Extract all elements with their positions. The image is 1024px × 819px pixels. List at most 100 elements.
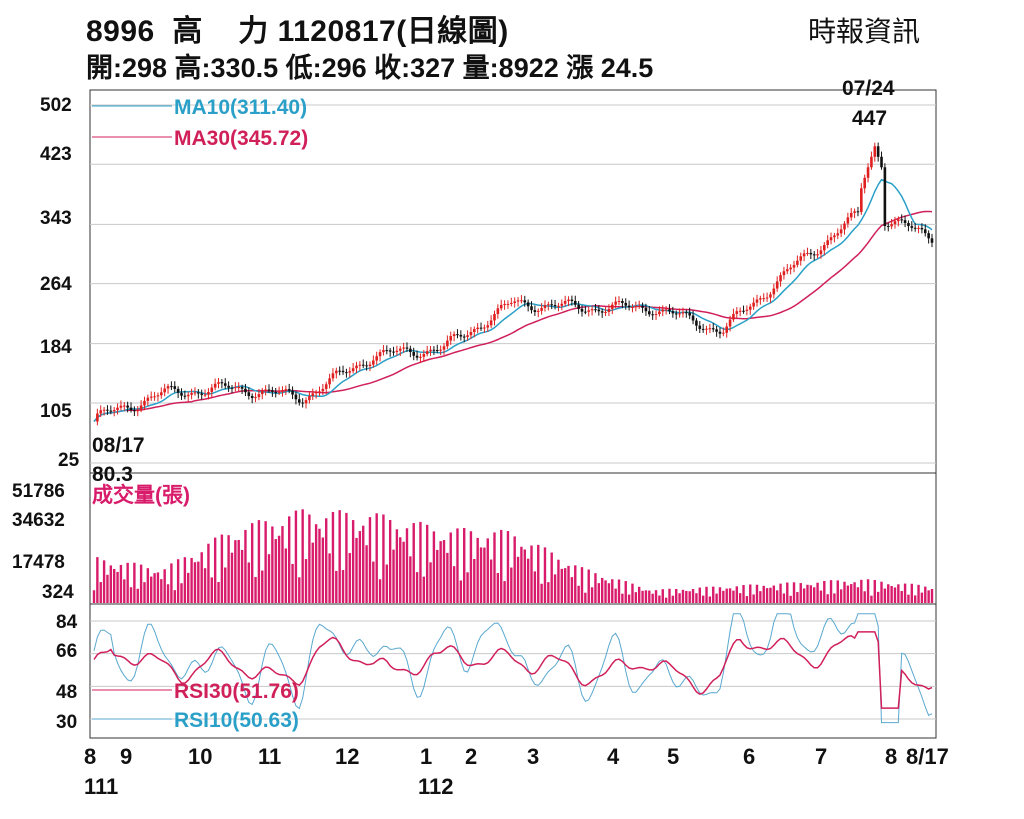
candle-body: [789, 267, 792, 270]
volume-bar: [516, 556, 520, 603]
volume-bar: [607, 583, 611, 603]
volume-bar: [924, 586, 927, 603]
volume-bar: [580, 567, 584, 603]
candle-body: [917, 227, 920, 229]
volume-bar: [365, 545, 368, 603]
volume-bar: [267, 554, 271, 603]
candle-body: [186, 394, 190, 397]
volume-bar: [153, 573, 156, 603]
volume-bar: [466, 572, 469, 603]
volume-bar: [372, 561, 375, 603]
candle-body: [745, 309, 749, 311]
candle-body: [651, 314, 654, 316]
volume-legend-label: 成交量(張): [92, 483, 190, 507]
candle-body: [907, 222, 910, 227]
volume-bar: [876, 591, 880, 603]
candle-body: [536, 310, 540, 312]
volume-bar: [163, 569, 166, 603]
candle-body: [149, 396, 153, 398]
volume-bar: [850, 584, 853, 603]
volume-tick-label: 51786: [12, 481, 65, 502]
volume-bar: [560, 568, 563, 603]
candle-body: [119, 405, 123, 408]
price-tick-label: 343: [40, 208, 72, 229]
volume-bar: [802, 588, 806, 603]
candle-body: [489, 320, 493, 326]
volume-bar: [166, 584, 170, 603]
candle-body: [267, 389, 271, 391]
volume-bar: [782, 593, 786, 603]
volume-bar: [661, 589, 664, 603]
volume-bar: [382, 514, 385, 603]
volume-bar: [473, 558, 476, 603]
volume-bar: [799, 583, 802, 603]
candle-body: [415, 355, 419, 358]
volume-bar: [277, 535, 281, 603]
candle-body: [809, 252, 813, 255]
candle-body: [96, 413, 99, 422]
candle-body: [163, 388, 166, 393]
volume-bar: [654, 590, 658, 603]
candle-body: [452, 334, 456, 337]
volume-bar: [197, 561, 200, 603]
volume-bar: [853, 582, 856, 603]
candle-body: [483, 327, 486, 329]
price-tick-label: 264: [40, 274, 72, 295]
candle-body: [846, 217, 850, 224]
candle-body: [860, 188, 863, 212]
candle-body: [775, 281, 779, 289]
candle-body: [382, 350, 385, 353]
candle-body: [254, 397, 257, 399]
candle-body: [876, 146, 880, 157]
candle-body: [358, 364, 362, 366]
candle-body: [335, 370, 338, 374]
candle-body: [543, 305, 547, 308]
volume-bar: [304, 559, 308, 603]
volume-bar: [224, 567, 227, 603]
candle-body: [405, 347, 409, 349]
volume-bar: [348, 553, 351, 603]
candle-body: [257, 394, 261, 398]
candle-body: [715, 329, 718, 332]
candle-body: [641, 305, 644, 308]
volume-bar: [671, 595, 675, 603]
volume-bar: [341, 570, 345, 603]
candle-body: [197, 392, 200, 394]
candle-body: [634, 305, 638, 307]
volume-bar: [432, 531, 436, 603]
candle-body: [247, 392, 251, 397]
volume-bar: [651, 593, 654, 603]
x-tick-label: 8: [84, 744, 96, 769]
candle-body: [345, 372, 348, 374]
rsi-tick-label: 66: [56, 641, 77, 662]
volume-bar: [301, 509, 304, 603]
price-tick-label: 423: [40, 144, 72, 165]
volume-bar: [567, 565, 570, 603]
volume-bar: [557, 559, 560, 603]
candle-body: [590, 309, 594, 311]
x-tick-label: 8: [885, 744, 897, 769]
volume-bar: [230, 552, 234, 603]
candle-body: [637, 305, 641, 307]
candle-body: [126, 405, 129, 408]
volume-bar: [688, 591, 691, 603]
candle-body: [604, 311, 607, 313]
volume-bar: [190, 557, 193, 603]
volume-bar: [412, 523, 415, 603]
candle-body: [913, 227, 917, 229]
volume-bar: [681, 589, 685, 603]
volume-bar: [813, 587, 816, 603]
price-tick-label: 502: [40, 95, 72, 116]
candle-body: [880, 156, 883, 168]
candle-body: [109, 410, 113, 412]
candle-body: [139, 405, 143, 410]
candle-body: [701, 328, 705, 330]
volume-bar: [500, 529, 503, 603]
candle-body: [560, 303, 564, 306]
candle-body: [853, 211, 856, 213]
candle-body: [681, 312, 685, 314]
volume-bar: [318, 528, 321, 603]
volume-bar: [614, 588, 617, 603]
volume-bar: [385, 564, 388, 603]
volume-bar: [442, 540, 446, 603]
